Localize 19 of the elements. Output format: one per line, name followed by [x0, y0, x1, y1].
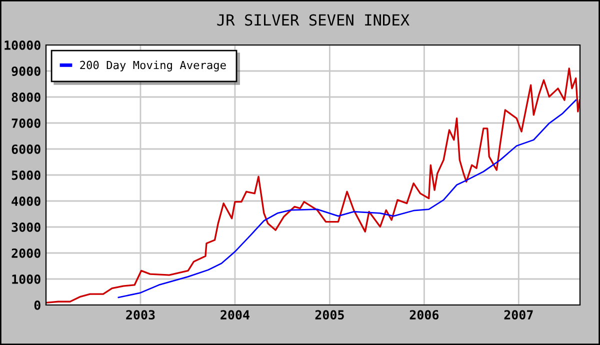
y-tick-label: 2000 — [12, 248, 40, 258]
y-tick-label: 0 — [34, 300, 40, 310]
y-tick-label: 9000 — [12, 66, 40, 76]
y-tick-label: 8000 — [12, 92, 40, 102]
y-tick-label: 4000 — [12, 196, 40, 206]
x-tick-label: 2005 — [315, 310, 344, 320]
legend-label: 200 Day Moving Average — [80, 60, 226, 72]
y-tick-label: 7000 — [12, 118, 40, 128]
y-tick-label: 1000 — [12, 274, 40, 284]
x-tick-label: 2007 — [504, 310, 533, 320]
y-tick-label: 5000 — [12, 170, 40, 180]
x-tick-label: 2006 — [410, 310, 439, 320]
x-tick-label: 2004 — [220, 310, 250, 320]
line-series — [118, 99, 577, 298]
y-tick-label: 3000 — [12, 222, 40, 232]
y-tick-label: 10000 — [4, 40, 40, 50]
chart-title: JR SILVER SEVEN INDEX — [217, 14, 410, 26]
y-tick-label: 6000 — [12, 144, 40, 154]
x-tick-label: 2003 — [126, 310, 155, 320]
